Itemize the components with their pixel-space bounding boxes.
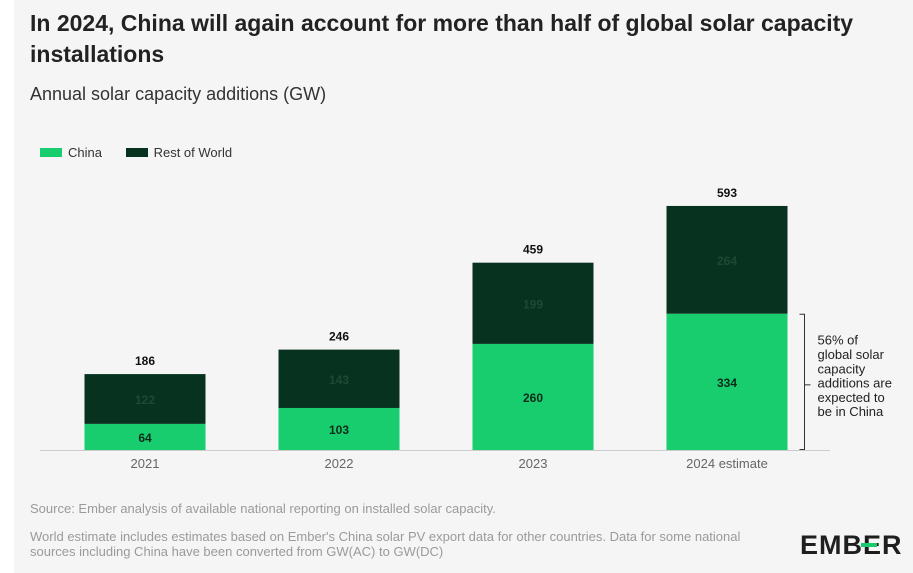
data-label-china: 334	[717, 376, 737, 390]
annotation-text: 56% of global solar capacity additions are e…	[818, 333, 892, 420]
legend: China Rest of World	[40, 145, 252, 160]
data-label-china: 103	[329, 423, 349, 437]
x-tick-label: 2021	[131, 456, 160, 471]
legend-label-rest-of-world: Rest of World	[153, 145, 233, 160]
bar-china-2023	[472, 343, 594, 450]
annotation-line: expected to	[818, 390, 885, 405]
bar-chart: 64 122 186 2021 103 143 246 2022 260 199 459 2023 33…	[40, 186, 892, 471]
annotation-bracket	[799, 313, 805, 450]
bar-rest-of-world-2021	[84, 374, 206, 424]
annotation-line: be in China	[818, 404, 885, 419]
data-label-china: 260	[523, 391, 543, 405]
note-text: World estimate includes estimates based …	[30, 529, 741, 559]
bar-china-2021	[84, 423, 206, 450]
bar-rest-of-world-2023	[472, 262, 594, 344]
annotation-line: 56% of	[818, 333, 859, 348]
data-label-rest-of-world: 122	[135, 393, 155, 407]
source-text: Source: Ember analysis of available nati…	[30, 501, 496, 516]
data-label-total: 459	[523, 243, 543, 257]
annotation-line: global solar	[818, 347, 885, 362]
bar-rest-of-world-2022	[278, 349, 400, 408]
legend-label-china: China	[68, 145, 102, 160]
bar-china-2024	[666, 313, 788, 450]
bar-rest-of-world-2024	[666, 205, 788, 314]
annotation-line: additions are	[818, 376, 892, 391]
legend-swatch-rest-of-world	[125, 148, 148, 157]
chart-title: In 2024, China will again account for mo…	[30, 10, 854, 67]
annotation-line: capacity	[818, 361, 866, 376]
data-label-rest-of-world: 264	[717, 254, 737, 268]
chart-subtitle: Annual solar capacity additions (GW)	[30, 84, 327, 104]
legend-swatch-china	[40, 148, 62, 157]
data-label-total: 246	[329, 330, 349, 344]
logo-accent-bar	[861, 543, 877, 547]
data-label-rest-of-world: 199	[523, 297, 543, 311]
x-tick-label: 2022	[325, 456, 354, 471]
legend-item-rest-of-world: Rest of World	[125, 145, 233, 160]
x-tick-label: 2024 estimate	[686, 456, 768, 471]
ember-logo: EMBER	[800, 530, 903, 560]
data-label-rest-of-world: 143	[329, 373, 349, 387]
data-label-total: 593	[717, 186, 737, 200]
bar-china-2022	[278, 407, 400, 450]
x-tick-label: 2023	[519, 456, 548, 471]
data-label-china: 64	[138, 431, 152, 445]
legend-item-china: China	[40, 145, 102, 160]
data-label-total: 186	[135, 354, 155, 368]
